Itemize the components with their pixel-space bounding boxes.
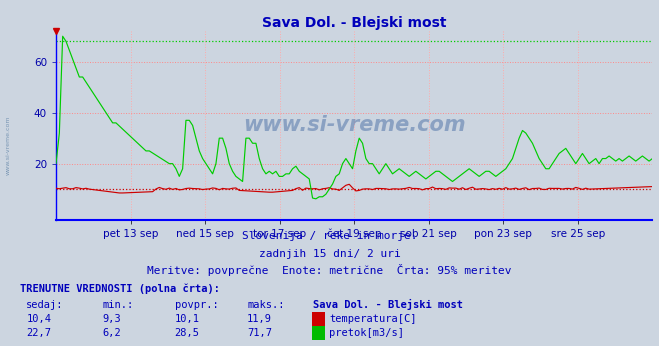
- Text: maks.:: maks.:: [247, 300, 285, 310]
- Text: temperatura[C]: temperatura[C]: [330, 315, 417, 325]
- Text: min.:: min.:: [102, 300, 133, 310]
- Text: Slovenija / reke in morje.: Slovenija / reke in morje.: [242, 231, 417, 242]
- Text: pretok[m3/s]: pretok[m3/s]: [330, 328, 405, 338]
- Text: www.si-vreme.com: www.si-vreme.com: [5, 116, 11, 175]
- Text: www.si-vreme.com: www.si-vreme.com: [243, 116, 465, 135]
- Text: sedaj:: sedaj:: [26, 300, 64, 310]
- Text: 10,1: 10,1: [175, 315, 200, 325]
- Text: 71,7: 71,7: [247, 328, 272, 338]
- Text: 22,7: 22,7: [26, 328, 51, 338]
- Text: 11,9: 11,9: [247, 315, 272, 325]
- Title: Sava Dol. - Blejski most: Sava Dol. - Blejski most: [262, 16, 446, 30]
- Text: 9,3: 9,3: [102, 315, 121, 325]
- Text: 28,5: 28,5: [175, 328, 200, 338]
- Text: 10,4: 10,4: [26, 315, 51, 325]
- Text: 6,2: 6,2: [102, 328, 121, 338]
- Text: TRENUTNE VREDNOSTI (polna črta):: TRENUTNE VREDNOSTI (polna črta):: [20, 284, 219, 294]
- Text: Meritve: povprečne  Enote: metrične  Črta: 95% meritev: Meritve: povprečne Enote: metrične Črta:…: [147, 264, 512, 276]
- Text: Sava Dol. - Blejski most: Sava Dol. - Blejski most: [313, 299, 463, 310]
- Text: zadnjih 15 dni/ 2 uri: zadnjih 15 dni/ 2 uri: [258, 249, 401, 259]
- Text: povpr.:: povpr.:: [175, 300, 218, 310]
